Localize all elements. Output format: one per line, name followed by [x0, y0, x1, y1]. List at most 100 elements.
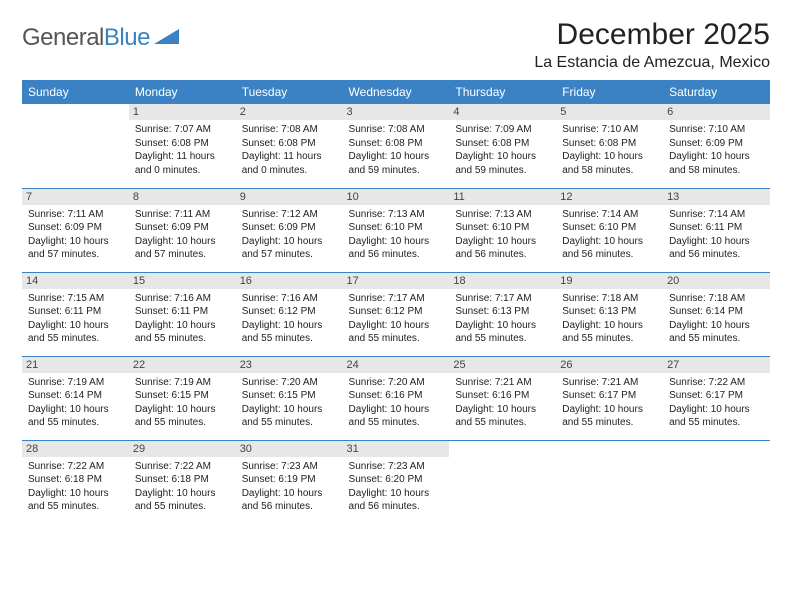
col-friday: Friday	[556, 80, 663, 104]
calendar-cell: 18Sunrise: 7:17 AMSunset: 6:13 PMDayligh…	[449, 272, 556, 356]
sunset-text: Sunset: 6:08 PM	[242, 137, 337, 151]
daylight-text: and 57 minutes.	[28, 248, 123, 262]
sunset-text: Sunset: 6:11 PM	[669, 221, 764, 235]
sunrise-text: Sunrise: 7:16 AM	[242, 292, 337, 306]
day-number: 22	[129, 357, 236, 373]
sunrise-text: Sunrise: 7:14 AM	[562, 208, 657, 222]
daylight-text: Daylight: 10 hours	[349, 235, 444, 249]
sunset-text: Sunset: 6:20 PM	[349, 473, 444, 487]
sunrise-text: Sunrise: 7:18 AM	[562, 292, 657, 306]
calendar-cell: 3Sunrise: 7:08 AMSunset: 6:08 PMDaylight…	[343, 104, 450, 188]
daylight-text: Daylight: 10 hours	[455, 403, 550, 417]
daylight-text: and 55 minutes.	[562, 416, 657, 430]
sunset-text: Sunset: 6:09 PM	[242, 221, 337, 235]
daylight-text: and 56 minutes.	[669, 248, 764, 262]
daylight-text: Daylight: 10 hours	[562, 150, 657, 164]
sunrise-text: Sunrise: 7:11 AM	[28, 208, 123, 222]
day-number: 12	[556, 189, 663, 205]
daylight-text: and 55 minutes.	[349, 332, 444, 346]
col-sunday: Sunday	[22, 80, 129, 104]
daylight-text: and 0 minutes.	[242, 164, 337, 178]
day-number: 13	[663, 189, 770, 205]
calendar-cell: 13Sunrise: 7:14 AMSunset: 6:11 PMDayligh…	[663, 188, 770, 272]
daylight-text: Daylight: 10 hours	[28, 487, 123, 501]
sunset-text: Sunset: 6:09 PM	[669, 137, 764, 151]
sunset-text: Sunset: 6:10 PM	[455, 221, 550, 235]
sunset-text: Sunset: 6:08 PM	[562, 137, 657, 151]
sunrise-text: Sunrise: 7:14 AM	[669, 208, 764, 222]
col-wednesday: Wednesday	[343, 80, 450, 104]
daylight-text: and 56 minutes.	[562, 248, 657, 262]
calendar-cell: 6Sunrise: 7:10 AMSunset: 6:09 PMDaylight…	[663, 104, 770, 188]
calendar-cell	[663, 440, 770, 524]
calendar-body: 1Sunrise: 7:07 AMSunset: 6:08 PMDaylight…	[22, 104, 770, 524]
daylight-text: and 58 minutes.	[562, 164, 657, 178]
sunset-text: Sunset: 6:08 PM	[455, 137, 550, 151]
calendar-cell: 1Sunrise: 7:07 AMSunset: 6:08 PMDaylight…	[129, 104, 236, 188]
day-number: 18	[449, 273, 556, 289]
daylight-text: Daylight: 11 hours	[242, 150, 337, 164]
daylight-text: Daylight: 10 hours	[349, 403, 444, 417]
sunrise-text: Sunrise: 7:08 AM	[242, 123, 337, 137]
col-thursday: Thursday	[449, 80, 556, 104]
daylight-text: and 55 minutes.	[349, 416, 444, 430]
day-number: 5	[556, 104, 663, 120]
day-number: 7	[22, 189, 129, 205]
calendar-cell	[556, 440, 663, 524]
sunset-text: Sunset: 6:09 PM	[28, 221, 123, 235]
daylight-text: Daylight: 10 hours	[349, 150, 444, 164]
calendar-cell: 10Sunrise: 7:13 AMSunset: 6:10 PMDayligh…	[343, 188, 450, 272]
sunset-text: Sunset: 6:17 PM	[562, 389, 657, 403]
sunrise-text: Sunrise: 7:22 AM	[135, 460, 230, 474]
calendar-cell	[22, 104, 129, 188]
calendar-row: 14Sunrise: 7:15 AMSunset: 6:11 PMDayligh…	[22, 272, 770, 356]
calendar-cell: 11Sunrise: 7:13 AMSunset: 6:10 PMDayligh…	[449, 188, 556, 272]
day-number: 8	[129, 189, 236, 205]
daylight-text: Daylight: 11 hours	[135, 150, 230, 164]
sunset-text: Sunset: 6:16 PM	[455, 389, 550, 403]
daylight-text: and 57 minutes.	[135, 248, 230, 262]
sunset-text: Sunset: 6:12 PM	[242, 305, 337, 319]
title-block: December 2025 La Estancia de Amezcua, Me…	[534, 18, 770, 72]
sunset-text: Sunset: 6:12 PM	[349, 305, 444, 319]
daylight-text: and 55 minutes.	[28, 332, 123, 346]
calendar-cell: 20Sunrise: 7:18 AMSunset: 6:14 PMDayligh…	[663, 272, 770, 356]
sunset-text: Sunset: 6:18 PM	[28, 473, 123, 487]
daylight-text: and 0 minutes.	[135, 164, 230, 178]
logo-part2: Blue	[104, 24, 150, 51]
daylight-text: Daylight: 10 hours	[455, 319, 550, 333]
daylight-text: and 55 minutes.	[28, 416, 123, 430]
daylight-text: Daylight: 10 hours	[242, 235, 337, 249]
sunrise-text: Sunrise: 7:12 AM	[242, 208, 337, 222]
day-number: 10	[343, 189, 450, 205]
daylight-text: and 55 minutes.	[669, 416, 764, 430]
calendar-cell: 24Sunrise: 7:20 AMSunset: 6:16 PMDayligh…	[343, 356, 450, 440]
calendar-cell: 2Sunrise: 7:08 AMSunset: 6:08 PMDaylight…	[236, 104, 343, 188]
sunrise-text: Sunrise: 7:10 AM	[669, 123, 764, 137]
sunrise-text: Sunrise: 7:11 AM	[135, 208, 230, 222]
sunset-text: Sunset: 6:18 PM	[135, 473, 230, 487]
calendar-cell: 22Sunrise: 7:19 AMSunset: 6:15 PMDayligh…	[129, 356, 236, 440]
daylight-text: Daylight: 10 hours	[135, 403, 230, 417]
daylight-text: and 57 minutes.	[242, 248, 337, 262]
calendar-cell: 16Sunrise: 7:16 AMSunset: 6:12 PMDayligh…	[236, 272, 343, 356]
calendar-row: 1Sunrise: 7:07 AMSunset: 6:08 PMDaylight…	[22, 104, 770, 188]
sunset-text: Sunset: 6:14 PM	[28, 389, 123, 403]
sunrise-text: Sunrise: 7:13 AM	[349, 208, 444, 222]
daylight-text: Daylight: 10 hours	[349, 487, 444, 501]
calendar-cell: 21Sunrise: 7:19 AMSunset: 6:14 PMDayligh…	[22, 356, 129, 440]
calendar-table: Sunday Monday Tuesday Wednesday Thursday…	[22, 80, 770, 524]
daylight-text: Daylight: 10 hours	[455, 150, 550, 164]
daylight-text: Daylight: 10 hours	[135, 319, 230, 333]
calendar-cell: 12Sunrise: 7:14 AMSunset: 6:10 PMDayligh…	[556, 188, 663, 272]
sunset-text: Sunset: 6:09 PM	[135, 221, 230, 235]
daylight-text: Daylight: 10 hours	[28, 235, 123, 249]
day-number: 30	[236, 441, 343, 457]
day-number: 14	[22, 273, 129, 289]
daylight-text: Daylight: 10 hours	[562, 319, 657, 333]
sunrise-text: Sunrise: 7:13 AM	[455, 208, 550, 222]
day-number: 16	[236, 273, 343, 289]
day-number: 11	[449, 189, 556, 205]
daylight-text: Daylight: 10 hours	[28, 319, 123, 333]
daylight-text: Daylight: 10 hours	[135, 235, 230, 249]
